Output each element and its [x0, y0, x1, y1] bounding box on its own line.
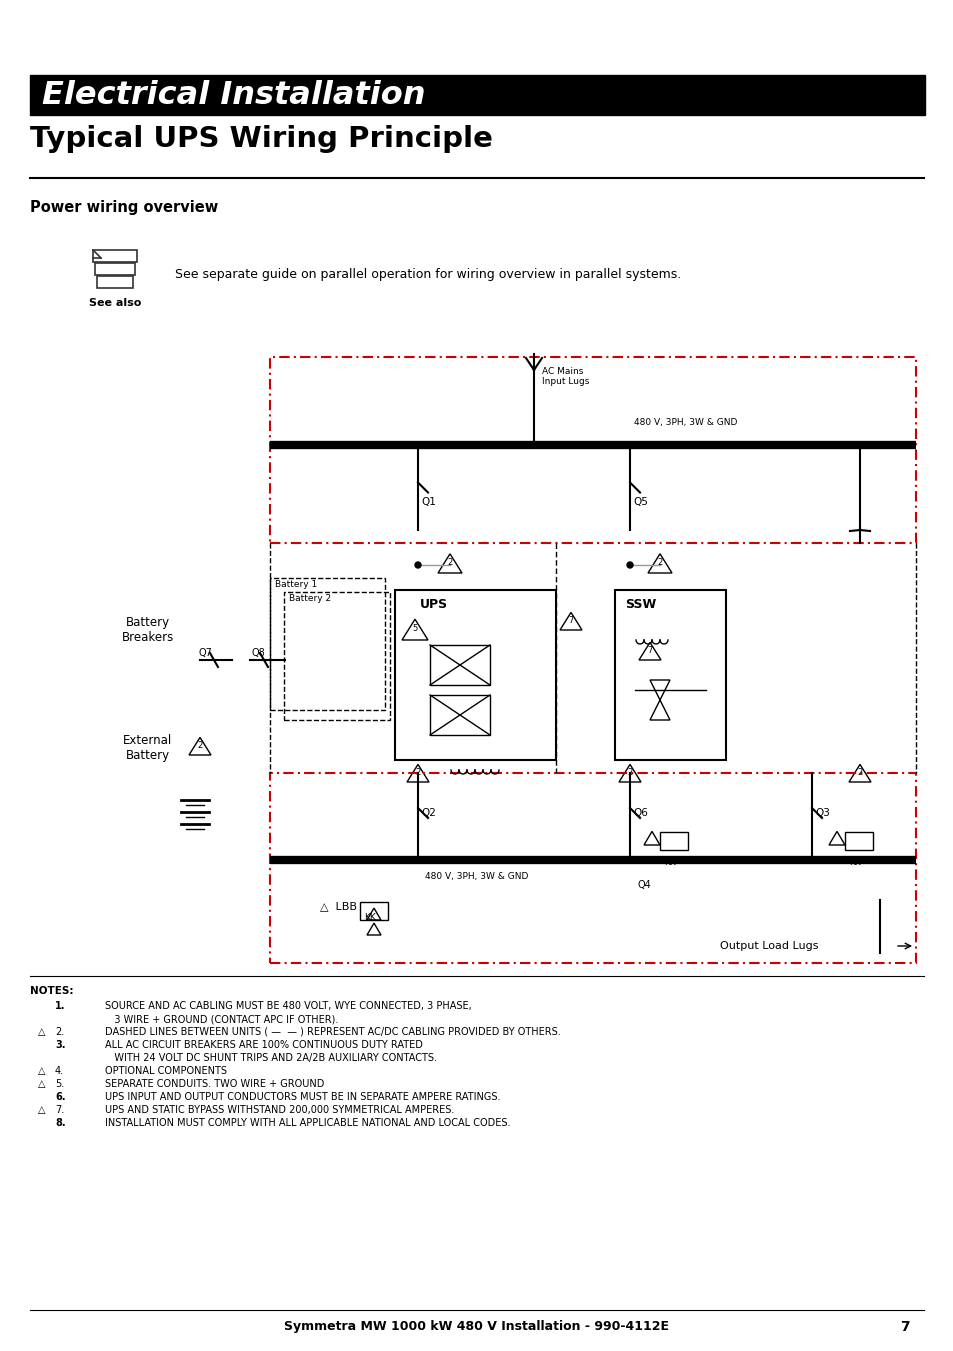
Bar — [270, 773, 915, 963]
Circle shape — [626, 562, 633, 567]
Text: Q2: Q2 — [420, 808, 436, 817]
Text: UPS AND STATIC BYPASS WITHSTAND 200,000 SYMMETRICAL AMPERES.: UPS AND STATIC BYPASS WITHSTAND 200,000 … — [105, 1105, 454, 1115]
Text: OPTIONAL COMPONENTS: OPTIONAL COMPONENTS — [105, 1066, 227, 1075]
Text: 7: 7 — [568, 616, 573, 624]
Text: 2: 2 — [415, 767, 420, 777]
Text: See separate guide on parallel operation for wiring overview in parallel systems: See separate guide on parallel operation… — [174, 267, 680, 281]
Text: Q7: Q7 — [198, 648, 212, 658]
Text: 480 V, 3PH, 3W & GND: 480 V, 3PH, 3W & GND — [425, 871, 528, 881]
Text: 6.: 6. — [55, 1092, 66, 1102]
Text: 3 WIRE + GROUND (CONTACT APC IF OTHER).: 3 WIRE + GROUND (CONTACT APC IF OTHER). — [105, 1015, 338, 1024]
Bar — [430, 644, 490, 685]
Bar — [284, 592, 390, 720]
Text: 2: 2 — [627, 767, 632, 777]
Text: Electrical Installation: Electrical Installation — [42, 80, 425, 111]
Text: 5.: 5. — [55, 1079, 64, 1089]
Text: Q3: Q3 — [814, 808, 829, 817]
Bar — [395, 590, 556, 761]
Bar — [659, 832, 687, 850]
Text: 2.: 2. — [55, 1027, 64, 1038]
Circle shape — [415, 562, 420, 567]
Text: Q1: Q1 — [420, 497, 436, 508]
Text: 5: 5 — [412, 624, 417, 632]
Text: NOTES:: NOTES: — [30, 986, 73, 996]
Text: WITH 24 VOLT DC SHUNT TRIPS AND 2A/2B AUXILIARY CONTACTS.: WITH 24 VOLT DC SHUNT TRIPS AND 2A/2B AU… — [105, 1052, 436, 1063]
Bar — [97, 276, 132, 288]
Text: Q6: Q6 — [633, 808, 647, 817]
Text: Battery 2: Battery 2 — [289, 594, 331, 603]
Text: △: △ — [38, 1066, 46, 1075]
Text: Q4: Q4 — [638, 880, 651, 890]
Text: SSW: SSW — [624, 598, 656, 611]
Text: 7: 7 — [647, 646, 652, 655]
Text: 2: 2 — [197, 740, 202, 750]
Text: ALL AC CIRCUIT BREAKERS ARE 100% CONTINUOUS DUTY RATED: ALL AC CIRCUIT BREAKERS ARE 100% CONTINU… — [105, 1040, 422, 1050]
Text: Q8: Q8 — [251, 648, 265, 658]
Text: 480 V, 3PH, 3W & GND: 480 V, 3PH, 3W & GND — [634, 419, 737, 427]
Bar — [844, 832, 872, 850]
Text: 7: 7 — [900, 1320, 909, 1333]
Text: AC Mains
Input Lugs: AC Mains Input Lugs — [541, 367, 589, 386]
Text: 3.: 3. — [55, 1040, 66, 1050]
Text: UPS: UPS — [419, 598, 448, 611]
Text: Symmetra MW 1000 kW 480 V Installation - 990-4112E: Symmetra MW 1000 kW 480 V Installation -… — [284, 1320, 669, 1333]
Bar — [270, 578, 385, 711]
Bar — [92, 250, 137, 262]
Text: 7.: 7. — [55, 1105, 64, 1115]
Bar — [270, 357, 915, 543]
Text: SOURCE AND AC CABLING MUST BE 480 VOLT, WYE CONNECTED, 3 PHASE,: SOURCE AND AC CABLING MUST BE 480 VOLT, … — [105, 1001, 471, 1011]
Text: KK: KK — [663, 858, 675, 867]
Text: Power wiring overview: Power wiring overview — [30, 200, 218, 215]
Text: External
Battery: External Battery — [123, 734, 172, 762]
Bar — [430, 694, 490, 735]
Text: 4.: 4. — [55, 1066, 64, 1075]
Text: 2: 2 — [657, 558, 662, 566]
Circle shape — [531, 442, 537, 449]
Text: Battery
Breakers: Battery Breakers — [122, 616, 174, 644]
Text: INSTALLATION MUST COMPLY WITH ALL APPLICABLE NATIONAL AND LOCAL CODES.: INSTALLATION MUST COMPLY WITH ALL APPLIC… — [105, 1119, 510, 1128]
Text: Battery 1: Battery 1 — [274, 580, 317, 589]
Text: SEPARATE CONDUITS. TWO WIRE + GROUND: SEPARATE CONDUITS. TWO WIRE + GROUND — [105, 1079, 324, 1089]
Text: 2: 2 — [447, 558, 452, 566]
Text: △: △ — [38, 1105, 46, 1115]
Text: KK: KK — [364, 913, 375, 921]
Bar — [615, 590, 725, 761]
Text: See also: See also — [89, 299, 141, 308]
Text: UPS INPUT AND OUTPUT CONDUCTORS MUST BE IN SEPARATE AMPERE RATINGS.: UPS INPUT AND OUTPUT CONDUCTORS MUST BE … — [105, 1092, 500, 1102]
Text: Output Load Lugs: Output Load Lugs — [720, 942, 818, 951]
Text: 2: 2 — [857, 767, 862, 777]
Text: Typical UPS Wiring Principle: Typical UPS Wiring Principle — [30, 126, 493, 153]
Bar — [95, 263, 135, 276]
Text: △: △ — [38, 1027, 46, 1038]
Bar — [359, 902, 388, 920]
Text: KK: KK — [848, 858, 860, 867]
Text: △: △ — [38, 1079, 46, 1089]
Text: 8.: 8. — [55, 1119, 66, 1128]
Text: Q5: Q5 — [633, 497, 647, 508]
Bar — [30, 76, 924, 115]
Text: 1.: 1. — [55, 1001, 66, 1011]
Text: △  LBB: △ LBB — [319, 901, 356, 911]
Text: DASHED LINES BETWEEN UNITS ( —  — ) REPRESENT AC/DC CABLING PROVIDED BY OTHERS.: DASHED LINES BETWEEN UNITS ( — — ) REPRE… — [105, 1027, 560, 1038]
